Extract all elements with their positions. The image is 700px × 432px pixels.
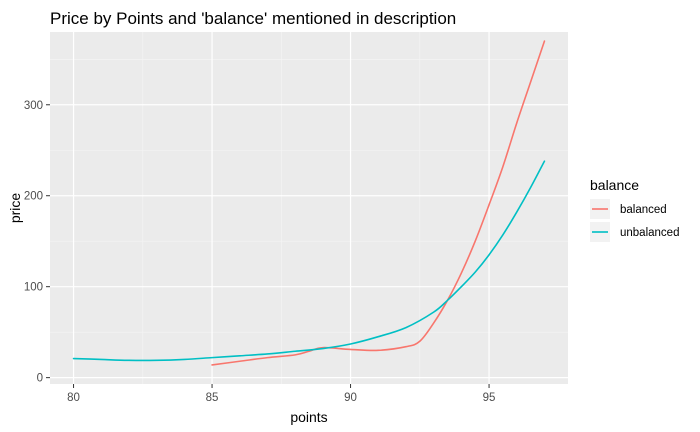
- grid-lines: [50, 32, 568, 384]
- series-line-unbalanced: [72, 160, 546, 362]
- x-tick-label: 80: [67, 392, 80, 404]
- x-tick-label: 95: [483, 392, 496, 404]
- chart-title: Price by Points and 'balance' mentioned …: [50, 9, 456, 28]
- y-tick-label: 100: [24, 282, 43, 294]
- y-tick-label: 300: [24, 100, 43, 112]
- series-layer: [72, 40, 546, 366]
- x-axis: 80 85 90 95: [67, 384, 495, 404]
- x-tick-label: 85: [206, 392, 219, 404]
- plot-panel: [50, 32, 568, 384]
- y-tick-label: 0: [37, 373, 43, 385]
- x-tick-label: 90: [344, 392, 357, 404]
- y-axis: 0 100 200 300: [24, 100, 50, 385]
- x-axis-title: points: [290, 409, 327, 425]
- legend: balance balanced unbalanced: [590, 177, 679, 242]
- legend-title: balance: [590, 177, 639, 193]
- legend-label-unbalanced: unbalanced: [620, 227, 679, 239]
- y-tick-label: 200: [24, 191, 43, 203]
- series-line-balanced: [211, 40, 546, 366]
- y-axis-title: price: [7, 193, 23, 224]
- legend-label-balanced: balanced: [620, 204, 667, 216]
